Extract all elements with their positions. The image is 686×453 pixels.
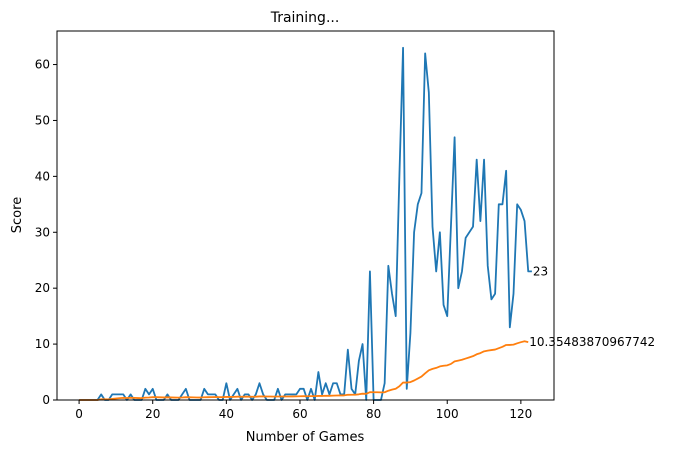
end-value-label-1: 23	[533, 264, 548, 278]
y-axis: 0 10 20 30 40 50 60	[35, 58, 57, 407]
y-tick-label: 10	[35, 337, 50, 351]
y-tick-label: 50	[35, 113, 50, 127]
y-tick-label: 40	[35, 169, 50, 183]
y-tick-label: 60	[35, 58, 50, 72]
plot-area-frame	[56, 30, 555, 401]
end-labels: 23 10.35483870967742	[529, 264, 655, 349]
x-axis-label: Number of Games	[246, 430, 365, 445]
x-tick-label: 100	[436, 407, 459, 421]
y-tick-label: 20	[35, 281, 50, 295]
series-line-1	[79, 46, 532, 401]
y-tick-label: 0	[42, 393, 50, 407]
end-value-label-2: 10.35483870967742	[529, 335, 655, 349]
series-line-2	[79, 340, 529, 401]
y-tick-label: 30	[35, 225, 50, 239]
series-layer	[79, 46, 532, 401]
x-tick-label: 0	[75, 407, 83, 421]
x-tick-label: 120	[509, 407, 532, 421]
chart-title: Training...	[270, 10, 340, 26]
x-tick-label: 40	[219, 407, 234, 421]
x-tick-label: 20	[145, 407, 160, 421]
x-axis: 0 20 40 60 80 100 120	[75, 400, 532, 421]
x-tick-label: 60	[292, 407, 307, 421]
x-tick-label: 80	[366, 407, 381, 421]
y-axis-label: Score	[10, 197, 25, 233]
